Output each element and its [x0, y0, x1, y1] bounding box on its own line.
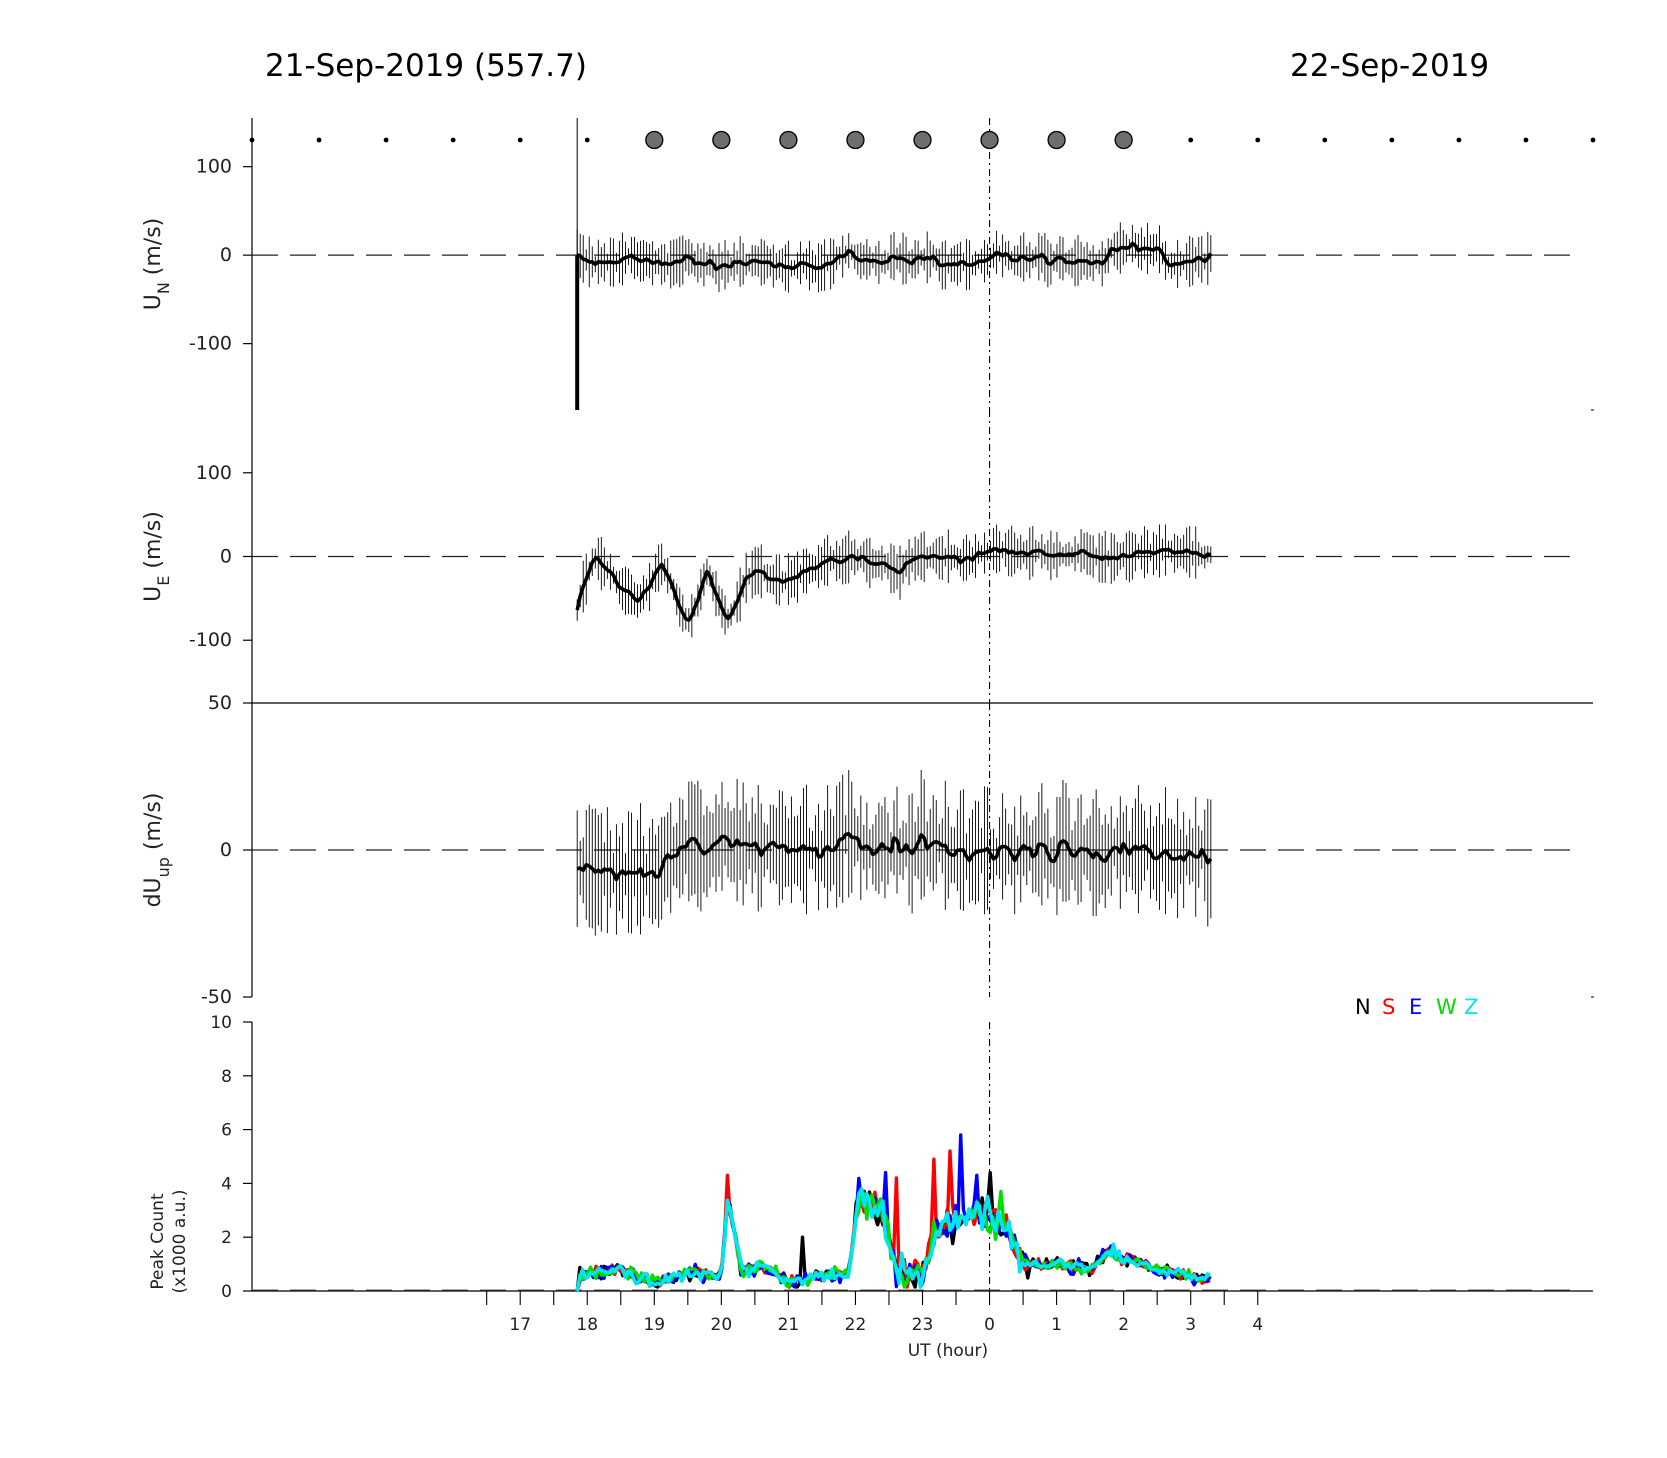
y-label-main: U — [141, 586, 166, 602]
panel-ue: 100 0 -100 UE (m/s) — [141, 410, 1581, 703]
moon-marker-large — [980, 130, 999, 150]
x-axis-label: UT (hour) — [908, 1341, 988, 1361]
moon-marker-large — [779, 130, 798, 150]
series-line-Z — [575, 1187, 1211, 1292]
y-tick-label: -100 — [189, 629, 232, 651]
x-tick-label: 19 — [643, 1315, 665, 1335]
moon-marker-small — [383, 137, 389, 143]
x-tick-label: 21 — [778, 1315, 800, 1335]
y-label-main: U — [141, 294, 166, 310]
y-tick-label: 100 — [196, 156, 232, 178]
x-tick-label: 0 — [984, 1315, 995, 1335]
legend-entry: N — [1355, 995, 1371, 1019]
moon-marker-small — [517, 137, 523, 143]
y-tick-label: 0 — [220, 244, 232, 266]
series-line — [576, 241, 1213, 272]
legend-entry: E — [1409, 995, 1422, 1019]
y-tick-label: 8 — [221, 1067, 232, 1087]
y-tick-label: 4 — [221, 1174, 232, 1194]
y-tick-label: -50 — [201, 986, 232, 1008]
x-tick-label: 18 — [576, 1315, 598, 1335]
moon-marker-small — [450, 137, 456, 143]
moon-marker-large — [1047, 130, 1066, 150]
moon-marker-small — [1188, 137, 1194, 143]
moon-marker-large — [913, 130, 932, 150]
y-axis-label: UE (m/s) — [141, 511, 173, 602]
panel-dup: 50 0 -50 dUup (m/s) — [141, 692, 1594, 1008]
moon-marker-small — [1590, 137, 1596, 143]
y-label-sub: N — [154, 282, 173, 294]
y-tick-label: 6 — [221, 1121, 232, 1141]
moon-marker-large — [846, 130, 865, 150]
y-label-unit: (m/s) — [141, 793, 166, 857]
y-tick-label: 50 — [208, 692, 232, 714]
y-label-sub: E — [154, 576, 173, 586]
y-tick-label: -100 — [189, 333, 232, 355]
series-line — [576, 831, 1213, 882]
moon-marker-small — [1389, 137, 1395, 143]
left-title: 21-Sep-2019 (557.7) — [265, 48, 587, 84]
y-tick-label: 100 — [196, 462, 232, 484]
y-tick-label: 10 — [210, 1013, 232, 1033]
x-tick-label: 3 — [1185, 1315, 1196, 1335]
legend-entry: Z — [1464, 995, 1478, 1019]
x-tick-label: 17 — [509, 1315, 531, 1335]
x-tick-label: 20 — [711, 1315, 733, 1335]
y-label-sub: up — [154, 857, 173, 877]
moon-marker-small — [1255, 137, 1261, 143]
moon-marker-small — [1456, 137, 1462, 143]
x-tick-label: 1 — [1051, 1315, 1062, 1335]
legend-entry: S — [1382, 995, 1395, 1019]
y-label-unit: (m/s) — [141, 218, 166, 282]
x-tick-label: 4 — [1252, 1315, 1263, 1335]
y-tick-label: 0 — [220, 546, 232, 568]
y-axis-label-line2: (x1000 a.u.) — [170, 1190, 190, 1294]
moon-marker-large — [1114, 130, 1133, 150]
y-label-main: dU — [141, 877, 166, 907]
legend-entry: W — [1436, 995, 1457, 1019]
x-tick-label: 22 — [845, 1315, 867, 1335]
y-axis-label: UN (m/s) — [141, 218, 173, 311]
y-tick-label: 0 — [220, 839, 232, 861]
panel-un: 100 0 -100 UN (m/s) — [141, 118, 1596, 411]
moon-marker-small — [316, 137, 322, 143]
moon-marker-small — [1523, 137, 1529, 143]
right-title: 22-Sep-2019 — [1290, 48, 1489, 84]
y-axis-label-line1: Peak Count — [148, 1193, 168, 1290]
y-tick-label: 0 — [221, 1282, 232, 1302]
y-tick-label: 2 — [221, 1228, 232, 1248]
x-tick-label: 23 — [912, 1315, 934, 1335]
moon-marker-small — [249, 137, 255, 143]
y-label-unit: (m/s) — [141, 511, 166, 575]
series-line — [575, 547, 1212, 622]
moon-marker-large — [712, 130, 731, 150]
moon-marker-small — [584, 137, 590, 143]
moon-marker-small — [1322, 137, 1328, 143]
moon-marker-large — [645, 130, 664, 150]
y-axis-label: dUup (m/s) — [141, 793, 173, 908]
x-tick-label: 2 — [1118, 1315, 1129, 1335]
